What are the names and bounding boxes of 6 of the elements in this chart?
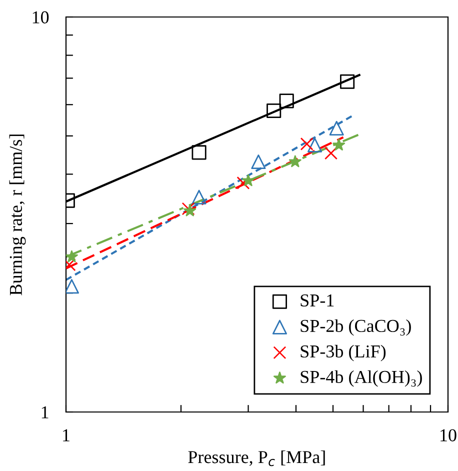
legend-label: SP-3b (LiF) bbox=[300, 344, 386, 362]
legend-label: SP-2b (CaCO₃) bbox=[300, 319, 411, 336]
legend-label: SP-1 bbox=[300, 294, 334, 307]
legend-label: SP-4b (Al(OH)₃) bbox=[300, 370, 422, 387]
y-axis-title: Burning rate, r [mm/s] bbox=[9, 134, 26, 296]
x-axis-title: Pressure, P$_{c}$ [MPa] bbox=[188, 450, 325, 466]
